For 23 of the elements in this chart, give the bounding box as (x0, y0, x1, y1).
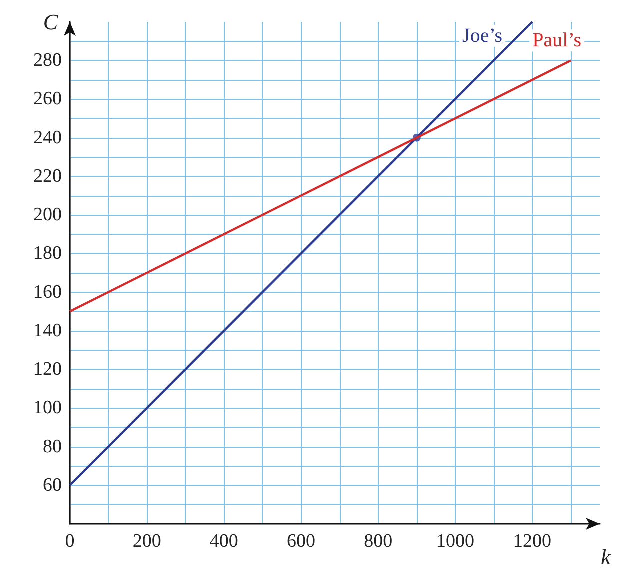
y-tick-label: 140 (34, 320, 62, 342)
x-tick-label: 400 (210, 531, 238, 552)
x-tick-label: 600 (287, 531, 316, 552)
series-label: Paul’s (532, 30, 582, 52)
y-axis-title: C (43, 10, 58, 34)
y-tick-label: 220 (34, 166, 62, 187)
y-tick-label: 100 (34, 398, 62, 419)
series-label: Joe’s (462, 25, 503, 47)
x-tick-label: 1000 (436, 531, 474, 552)
x-axis-title: k (601, 544, 612, 570)
x-tick-label: 800 (364, 531, 393, 552)
x-tick-label: 1200 (514, 531, 552, 552)
y-tick-label: 260 (34, 88, 62, 110)
y-tick-label: 120 (34, 359, 62, 380)
y-tick-label: 160 (34, 282, 62, 303)
x-tick-label: 0 (65, 531, 75, 552)
y-tick-label: 200 (34, 204, 62, 226)
y-tick-label: 240 (34, 127, 62, 148)
y-tick-label: 60 (43, 474, 62, 496)
y-tick-label: 80 (43, 436, 62, 458)
x-tick-label: 200 (132, 531, 162, 552)
y-tick-label: 180 (34, 243, 62, 264)
y-tick-label: 280 (34, 50, 62, 72)
